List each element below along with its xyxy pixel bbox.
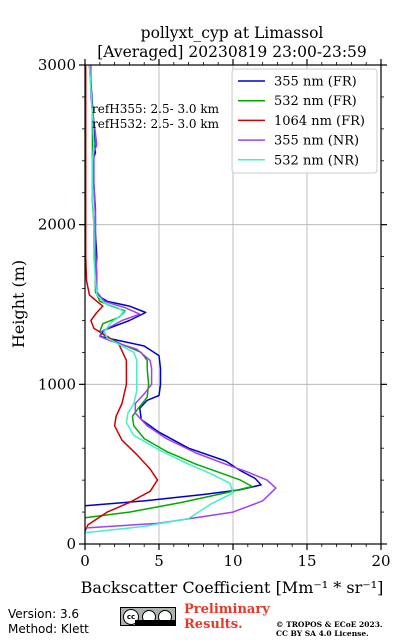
- x-tick-label-5: 5: [154, 552, 164, 570]
- series-layer: [84, 64, 277, 534]
- legend-label-5: 532 nm (NR): [274, 153, 359, 168]
- version-label: Version: 3.6: [8, 607, 80, 621]
- x-tick-label-10: 10: [223, 552, 242, 570]
- x-tick-label-20: 20: [371, 552, 390, 570]
- x-axis-label: Backscatter Coefficient [Mm⁻¹ * sr⁻¹]: [81, 578, 384, 597]
- annotation-2: refH532: 2.5- 3.0 km: [92, 117, 220, 131]
- copyright-line-1: © TROPOS & ECoE 2023.: [276, 620, 383, 629]
- annotation-1: refH355: 2.5- 3.0 km: [92, 102, 220, 116]
- series-line-5: [84, 64, 234, 534]
- y-tick-label-2000: 2000: [38, 216, 76, 234]
- preliminary-line-2: Results.: [184, 617, 243, 632]
- axis-ticks: [79, 59, 387, 550]
- method-label: Method: Klett: [8, 622, 89, 636]
- legend-label-1: 355 nm (FR): [274, 75, 357, 90]
- series-line-3: [84, 65, 159, 532]
- legend-label-2: 532 nm (FR): [274, 94, 357, 109]
- series-line-2: [84, 64, 253, 519]
- x-tick-label-15: 15: [297, 552, 316, 570]
- legend-box: [231, 68, 378, 174]
- chart-title-line-2: [Averaged] 20230819 23:00-23:59: [97, 43, 367, 61]
- copyright-line-2: CC BY SA 4.0 License.: [276, 629, 369, 638]
- legend-label-4: 355 nm (NR): [274, 134, 359, 149]
- backscatter-profile-chart: pollyxt_cyp at Limassol [Averaged] 20230…: [9, 24, 391, 597]
- license-strip: [135, 620, 175, 625]
- cc-by-sa-license-icon: cc: [120, 607, 176, 626]
- y-tick-label-1000: 1000: [38, 375, 76, 393]
- x-tick-label-0: 0: [80, 552, 90, 570]
- series-line-4: [84, 65, 277, 529]
- legend: 355 nm (FR) 532 nm (FR) 1064 nm (FR) 355 nm…: [231, 68, 378, 174]
- y-tick-label-0: 0: [66, 535, 76, 553]
- preliminary-line-1: Preliminary: [184, 602, 270, 617]
- preliminary-results-notice: Preliminary Results.: [184, 602, 270, 632]
- copyright-notice: © TROPOS & ECoE 2023. CC BY SA 4.0 Licen…: [276, 620, 383, 638]
- legend-label-3: 1064 nm (FR): [274, 114, 365, 129]
- chart-title-line-1: pollyxt_cyp at Limassol: [141, 24, 324, 42]
- y-tick-label-3000: 3000: [38, 56, 76, 74]
- y-axis-label: Height (m): [9, 260, 28, 348]
- axis-tick-labels: 0 5 10 15 20 0 1000 2000 3000: [38, 56, 391, 570]
